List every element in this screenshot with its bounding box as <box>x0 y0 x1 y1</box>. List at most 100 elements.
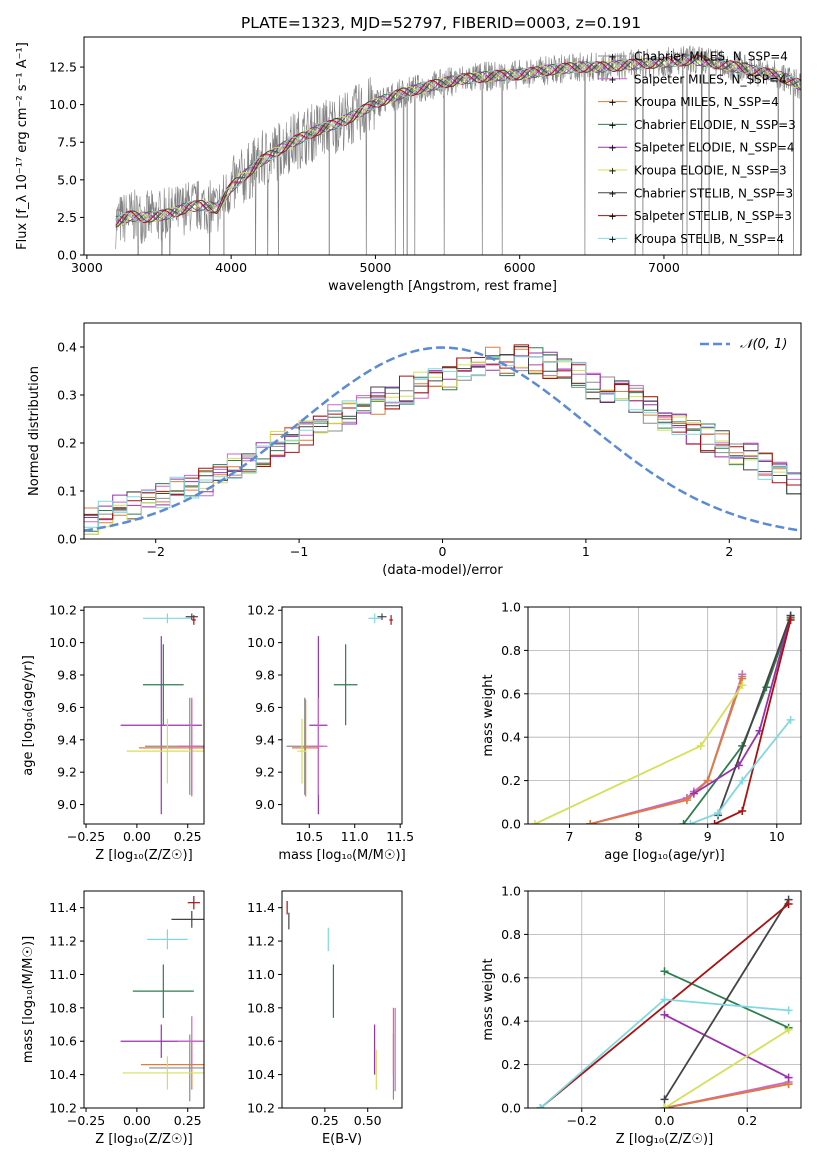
y-tick-label: 10.4 <box>49 1067 77 1082</box>
y-tick-label: 1.0 <box>501 884 521 899</box>
error-bar-point <box>149 1034 204 1102</box>
error-bar-point <box>132 964 194 1018</box>
y-axis-label: mass [log₁₀(M/M☉)] <box>21 936 36 1063</box>
y-tick-label: 11.0 <box>247 967 275 982</box>
y-tick-label: 0.0 <box>501 1101 521 1116</box>
legend-label: Kroupa ELODIE, N_SSP=3 <box>634 164 787 178</box>
error-bar-point <box>191 615 196 625</box>
axes-frame <box>83 36 802 256</box>
legend-marker: + <box>608 98 616 109</box>
normal-curve <box>84 346 801 532</box>
error-bar-point <box>147 929 188 950</box>
y-tick-label: 0.2 <box>57 436 77 451</box>
y-tick-label: 10.6 <box>247 1034 275 1049</box>
error-bar-point <box>333 644 358 726</box>
x-axis-label: mass [log₁₀(M/M☉)] <box>278 848 405 863</box>
y-tick-label: 11.4 <box>49 900 77 915</box>
mass-weight-marker <box>660 1095 669 1104</box>
y-tick-label: 11.2 <box>49 934 77 949</box>
mass-weight-vs-metallicity-panel: −0.2 0.0 0.2 0.0 0.2 0.4 0.6 0.8 1.0 Z [log₁₀(Z/Z… <box>481 884 802 1147</box>
residual-histogram <box>84 356 801 535</box>
mass-weight-line <box>682 617 792 824</box>
mass-weight-marker <box>784 900 793 909</box>
y-tick-label: 9.6 <box>255 700 275 715</box>
legend-label: Salpeter ELODIE, N_SSP=4 <box>634 141 795 155</box>
x-tick-label: 11.0 <box>341 829 369 844</box>
plot-area <box>84 344 801 535</box>
mass-weight-line <box>589 678 744 824</box>
x-tick-label: 7000 <box>648 260 680 275</box>
mass-weight-line <box>690 719 792 824</box>
legend-label: Kroupa STELIB, N_SSP=4 <box>634 232 784 246</box>
x-axis-label: age [log₁₀(age/yr)] <box>604 848 725 863</box>
y-tick-label: 10.8 <box>247 1000 275 1015</box>
x-tick-label: 0.2 <box>737 1113 757 1128</box>
mass-vs-metallicity-panel: −0.25 0.00 0.25 10.2 10.4 10.6 10.8 11.0 11.2 11.… <box>21 890 205 1147</box>
y-tick-label: 9.4 <box>57 732 77 747</box>
y-tick-label: 0.6 <box>501 970 521 985</box>
error-bar-point <box>177 1016 204 1067</box>
error-bar-point <box>309 697 328 795</box>
x-tick-label: 0.0 <box>655 1113 675 1128</box>
mass-weight-marker <box>784 1073 793 1082</box>
model-spectrum-line <box>115 53 801 223</box>
x-tick-label: 1 <box>582 544 590 559</box>
plot-area <box>536 895 793 1108</box>
residual-histogram <box>84 356 801 528</box>
y-axis-label: Flux [f_λ 10⁻¹⁷ erg cm⁻² s⁻¹ A⁻¹] <box>15 42 30 250</box>
y-tick-label: 0.8 <box>501 643 521 658</box>
error-bar-point <box>292 699 320 797</box>
y-tick-label: 10.2 <box>49 1101 77 1116</box>
y-axis-label: age [log₁₀(age/yr)] <box>21 655 36 776</box>
x-axis-label: Z [log₁₀(Z/Z☉)] <box>616 1132 713 1147</box>
y-tick-label: 9.2 <box>57 765 77 780</box>
x-tick-label: 10 <box>769 829 785 844</box>
x-tick-label: 0 <box>439 544 447 559</box>
mass-weight-marker <box>660 1010 669 1019</box>
legend-label: Chabrier MILES, N_SSP=4 <box>634 50 788 64</box>
axes-frame <box>527 606 802 825</box>
error-bar-point <box>120 636 202 815</box>
model-spectrum-line <box>115 55 801 228</box>
mass-weight-marker <box>786 715 795 724</box>
y-axis-label: mass weight <box>481 674 496 756</box>
y-tick-label: 10.0 <box>49 635 77 650</box>
y-tick-label: 0.8 <box>501 927 521 942</box>
x-tick-label: −2 <box>146 544 164 559</box>
axes-frame <box>83 322 802 540</box>
error-bar-point <box>377 613 387 620</box>
legend-label: Salpeter STELIB, N_SSP=3 <box>634 209 792 223</box>
x-tick-label: 8 <box>635 829 643 844</box>
plot-area <box>115 45 801 255</box>
mass-weight-marker <box>703 776 712 785</box>
axes-frame <box>83 890 205 1109</box>
y-tick-label: 0.4 <box>501 730 521 745</box>
y-tick-label: 0.0 <box>57 532 77 547</box>
legend: + Chabrier MILES, N_SSP=4 + Salpeter MILES,… <box>598 50 796 246</box>
mass-vs-ebv-panel: 0.25 0.50 10.2 10.4 10.6 10.8 11.0 11.2 11.4 E(B-… <box>247 890 403 1147</box>
mass-weight-line <box>589 676 744 824</box>
x-tick-label: 2 <box>725 544 733 559</box>
error-bar-point <box>177 697 204 795</box>
x-tick-label: −0.25 <box>67 1113 105 1128</box>
legend-marker: + <box>608 212 616 223</box>
x-tick-label: 0.25 <box>311 1113 339 1128</box>
mass-weight-marker <box>738 806 747 815</box>
y-tick-label: 0.3 <box>57 388 77 403</box>
error-bar-point <box>187 896 200 910</box>
legend-marker: + <box>608 166 616 177</box>
y-tick-label: 10.8 <box>49 1000 77 1015</box>
error-bar-point <box>297 718 307 784</box>
plot-area <box>120 613 204 815</box>
mass-weight-marker <box>696 741 705 750</box>
plot-area <box>286 901 396 1100</box>
error-bar-point <box>389 615 393 625</box>
axes-frame <box>281 890 403 1109</box>
y-tick-label: 10.6 <box>49 1034 77 1049</box>
y-tick-label: 9.6 <box>57 700 77 715</box>
y-tick-label: 9.0 <box>255 797 275 812</box>
model-spectrum-line <box>115 54 801 226</box>
x-axis-label: E(B-V) <box>322 1132 362 1147</box>
mass-weight-marker <box>682 796 691 805</box>
x-tick-label: 0.25 <box>174 829 202 844</box>
